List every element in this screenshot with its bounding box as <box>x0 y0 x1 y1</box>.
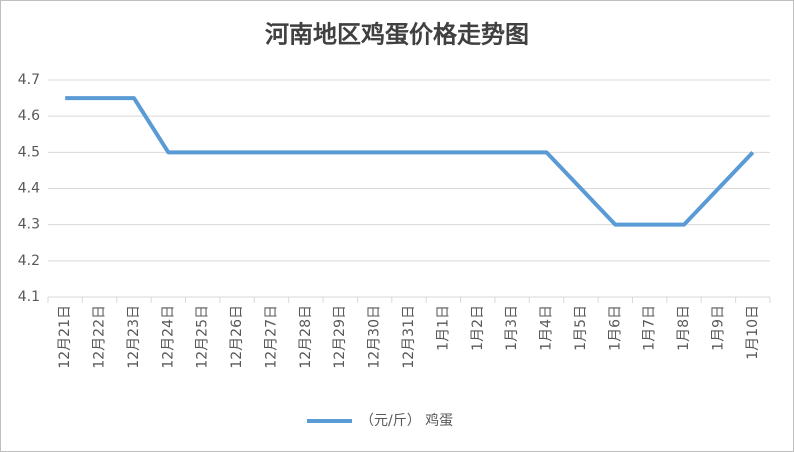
y-tick-label: 4.6 <box>18 108 40 124</box>
x-tick-label: 1月6日 <box>607 305 623 351</box>
x-tick-label: 12月25日 <box>195 305 211 369</box>
y-tick-label: 4.5 <box>18 144 40 160</box>
x-tick-label: 12月22日 <box>92 305 108 369</box>
x-tick-label: 1月5日 <box>573 305 589 351</box>
x-tick-label: 1月8日 <box>676 305 692 351</box>
y-tick-label: 4.2 <box>18 253 40 269</box>
x-tick-label: 1月7日 <box>642 305 658 351</box>
legend-label: （元/斤） 鸡蛋 <box>360 412 453 429</box>
x-tick-label: 12月29日 <box>332 305 348 369</box>
x-tick-label: 12月24日 <box>160 305 176 369</box>
x-tick-label: 12月28日 <box>298 305 314 369</box>
x-tick-label: 12月23日 <box>126 305 142 369</box>
x-tick-label: 1月1日 <box>435 305 451 351</box>
x-tick-label: 1月9日 <box>710 305 726 351</box>
x-tick-label: 1月3日 <box>504 305 520 351</box>
x-tick-label: 12月26日 <box>229 305 245 369</box>
x-tick-label: 12月31日 <box>401 305 417 369</box>
data-line <box>65 96 755 227</box>
x-tick-label: 12月27日 <box>263 305 279 369</box>
x-tick-label: 1月2日 <box>470 305 486 351</box>
y-tick-label: 4.4 <box>18 181 40 197</box>
x-tick-label: 12月21日 <box>57 305 73 369</box>
chart-title: 河南地区鸡蛋价格走势图 <box>265 20 529 49</box>
x-tick-label: 1月10日 <box>745 305 761 360</box>
y-tick-label: 4.3 <box>18 217 40 233</box>
x-tick-label: 1月4日 <box>539 305 555 351</box>
x-tick-label: 12月30日 <box>367 305 383 369</box>
y-tick-label: 4.1 <box>18 289 40 305</box>
y-tick-label: 4.7 <box>18 72 40 88</box>
